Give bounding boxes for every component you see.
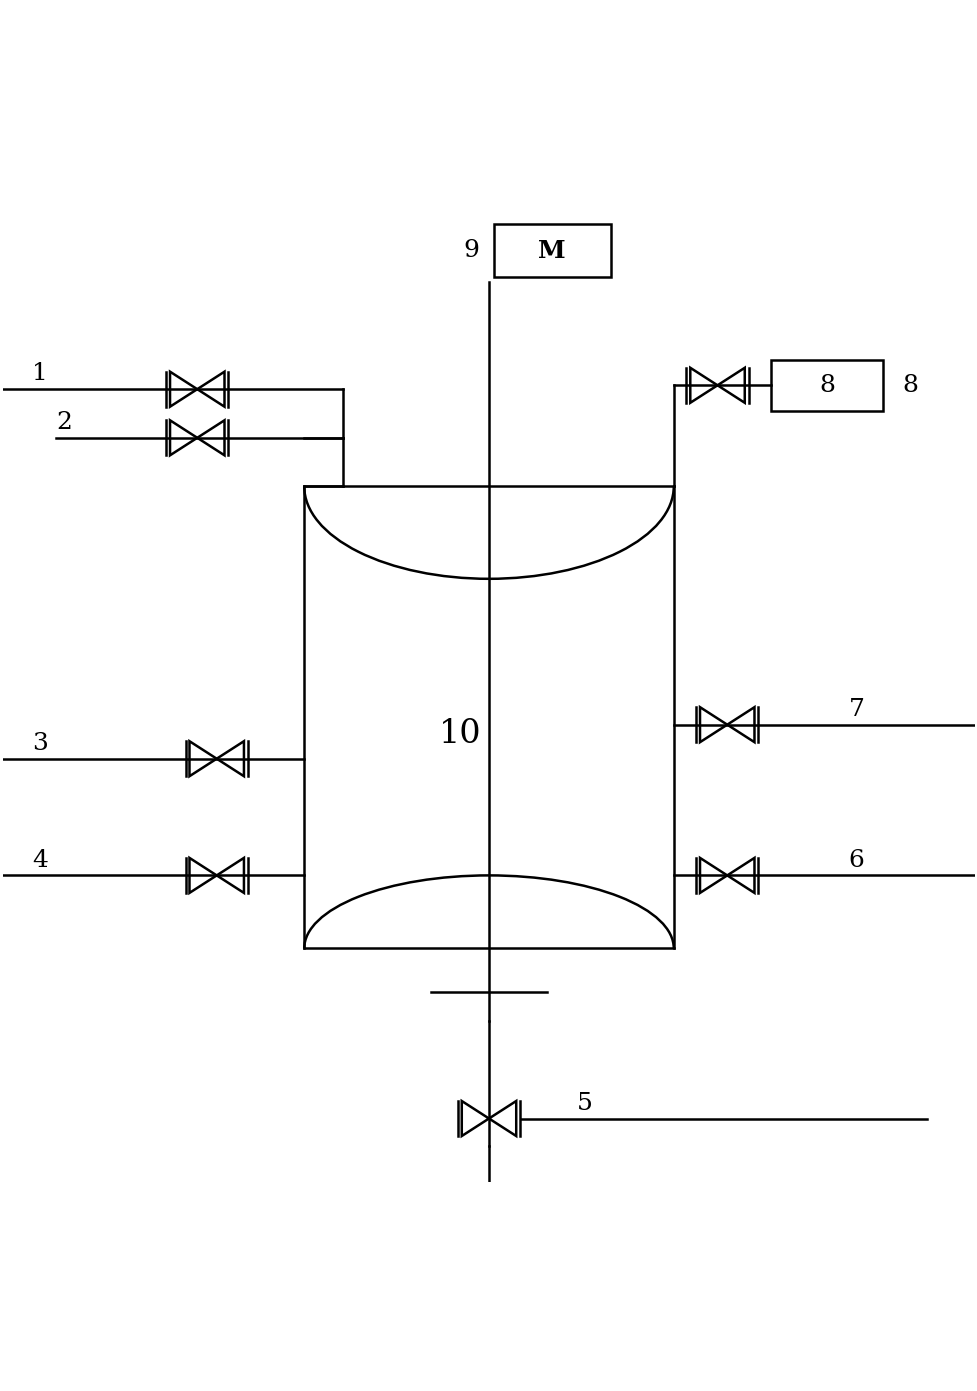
Text: 4: 4 <box>32 849 48 872</box>
Text: 3: 3 <box>32 732 48 755</box>
Text: M: M <box>538 239 566 263</box>
Text: 6: 6 <box>848 849 864 872</box>
Text: 10: 10 <box>438 718 481 750</box>
Bar <box>770 360 882 410</box>
Text: 7: 7 <box>848 698 864 721</box>
Text: 5: 5 <box>575 1092 592 1114</box>
Text: 2: 2 <box>57 410 72 434</box>
Text: 9: 9 <box>463 239 479 262</box>
Text: 1: 1 <box>32 362 48 385</box>
Text: 8: 8 <box>818 374 834 396</box>
Bar <box>493 224 610 277</box>
Text: 8: 8 <box>902 374 917 396</box>
